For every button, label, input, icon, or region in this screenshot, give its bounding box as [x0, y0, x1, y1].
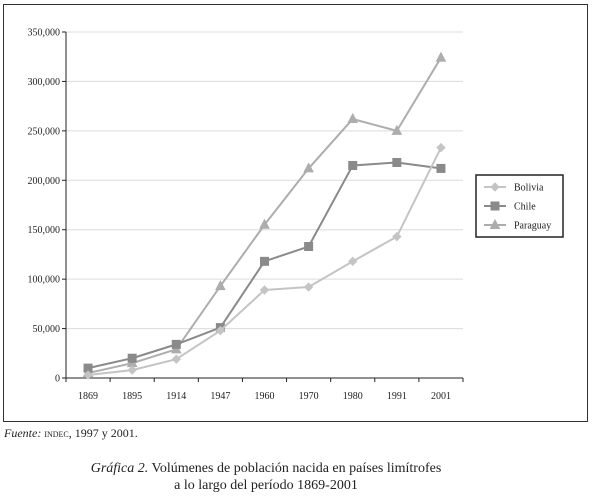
x-tick-label: 1960: [255, 391, 275, 402]
y-tick-label: 0: [55, 374, 60, 385]
legend-label-chile: Chile: [514, 202, 536, 213]
legend-label-bolivia: Bolivia: [514, 183, 544, 194]
legend-marker-paraguay: [489, 218, 501, 229]
data-point-chile: [127, 353, 137, 363]
data-point-bolivia: [436, 142, 446, 153]
y-tick-label: 250,000: [28, 126, 61, 137]
y-tick-label: 50,000: [33, 324, 61, 335]
data-point-chile: [392, 157, 402, 167]
legend-marker-bolivia: [490, 182, 500, 192]
data-point-bolivia: [348, 256, 358, 267]
series-line-paraguay: [87, 57, 442, 375]
source-note: Fuente: indec, 1997 y 2001.: [4, 426, 138, 441]
figure-caption: Gráfica 2. Volúmenes de población nacida…: [0, 460, 532, 494]
data-point-bolivia: [259, 285, 270, 295]
data-point-bolivia: [127, 365, 137, 375]
legend-label-paraguay: Paraguay: [514, 221, 551, 232]
x-tick-label: 1991: [387, 391, 407, 402]
x-tick-label: 1869: [78, 391, 98, 402]
data-point-paraguay: [259, 218, 270, 229]
source-years: , 1997 y 2001.: [68, 426, 138, 440]
x-tick-label: 1914: [166, 391, 186, 402]
caption-line-1: Gráfica 2. Volúmenes de población nacida…: [0, 460, 532, 477]
x-tick-label: 1970: [299, 391, 319, 402]
data-point-paraguay: [435, 51, 447, 62]
data-point-bolivia: [171, 354, 181, 364]
caption-prefix: Gráfica 2.: [90, 461, 149, 476]
data-point-chile: [436, 163, 446, 173]
x-tick-label: 1895: [122, 391, 142, 402]
y-tick-label: 350,000: [28, 28, 61, 39]
chart-frame: 0 50,000 100,000 150,000 200,000 250,000 300,0…: [3, 4, 588, 422]
data-point-chile: [304, 242, 314, 252]
y-tick-label: 200,000: [28, 176, 61, 187]
x-tick-label: 1947: [210, 391, 230, 402]
y-tick-label: 100,000: [28, 275, 61, 286]
data-point-chile: [260, 256, 269, 266]
data-point-bolivia: [83, 370, 93, 380]
data-point-paraguay: [215, 279, 226, 291]
caption-line-2: a lo largo del período 1869-2001: [174, 478, 358, 493]
data-point-chile: [348, 160, 358, 170]
data-point-bolivia: [303, 282, 314, 292]
x-tick-label: 2001: [431, 391, 451, 402]
data-point-chile: [171, 339, 181, 349]
x-tick-label: 1980: [343, 391, 363, 402]
data-point-paraguay: [391, 124, 403, 135]
caption-title: Volúmenes de población nacida en países …: [148, 461, 442, 476]
data-point-paraguay: [303, 162, 314, 173]
data-point-paraguay: [347, 112, 359, 123]
source-prefix: Fuente:: [4, 426, 42, 440]
legend-marker-chile: [490, 201, 500, 211]
source-organization: indec: [44, 426, 69, 440]
y-tick-label: 150,000: [28, 225, 61, 236]
line-chart: 0 50,000 100,000 150,000 200,000 250,000 300,0…: [28, 28, 564, 402]
data-point-bolivia: [392, 231, 402, 242]
data-point-bolivia: [215, 325, 226, 336]
y-tick-label: 300,000: [28, 77, 61, 88]
